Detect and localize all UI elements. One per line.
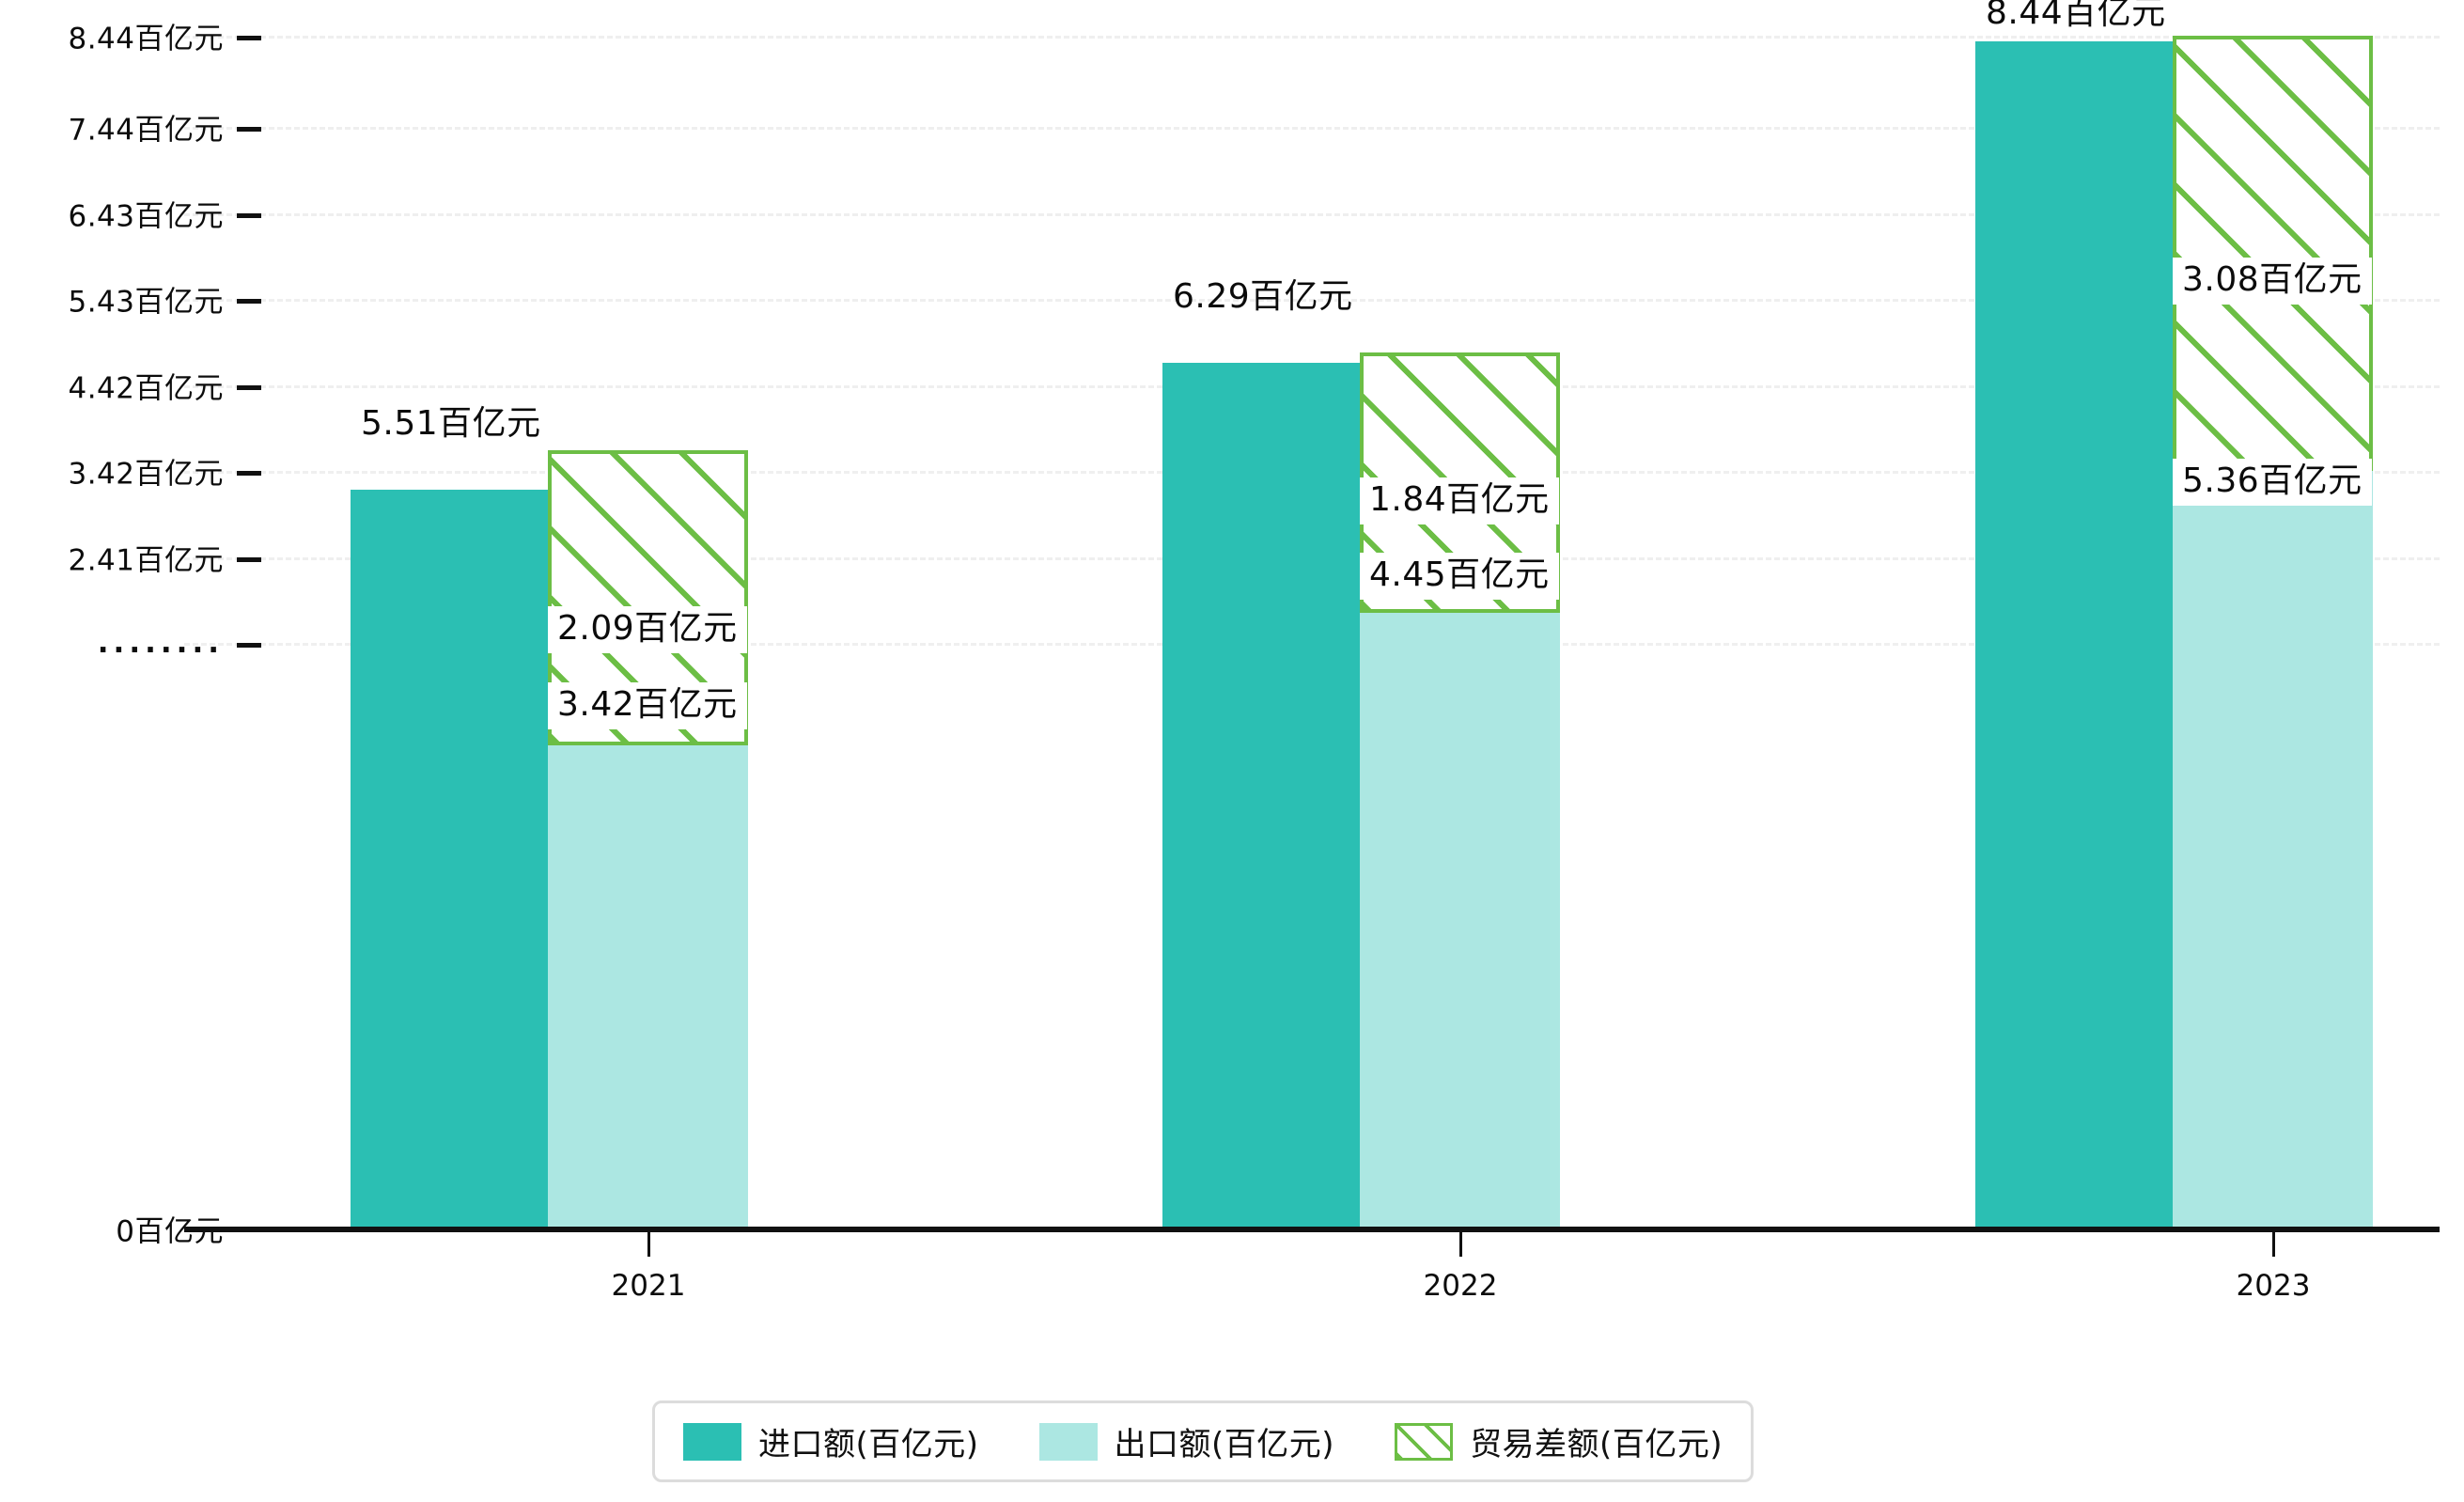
ytick-dash-1-41 [237, 643, 261, 648]
value-label-export-2022: 4.45百亿元 [1360, 553, 1559, 600]
gridline-6-43 [184, 213, 2440, 216]
ytick-dash-3-42 [237, 471, 261, 476]
ytick-dash-4-42 [237, 385, 261, 390]
ytick-label-2-41: 2.41百亿元 [68, 543, 224, 578]
xtick-mark-2022 [1459, 1232, 1462, 1257]
value-label-trade-diff-2023: 3.08百亿元 [2173, 258, 2372, 305]
ytick-dash-6-43 [237, 213, 261, 218]
ytick-label-ellipsis: ........ [97, 626, 224, 660]
bar-import-2022-fill[interactable] [1162, 363, 1360, 1228]
legend-label-export: 出口额(百亿元) [1114, 1426, 1335, 1463]
ytick-label-4-42: 4.42百亿元 [68, 371, 224, 406]
ytick-label-7-44: 7.44百亿元 [68, 113, 224, 148]
bar-export-2021[interactable] [548, 745, 748, 1228]
trade-diff-swatch-icon [1395, 1422, 1454, 1461]
xtick-label-2021: 2021 [611, 1269, 686, 1303]
x-axis-line [184, 1227, 2440, 1232]
value-label-import-2022: 6.29百亿元 [1173, 277, 1353, 316]
value-label-trade-diff-2022: 1.84百亿元 [1360, 477, 1559, 524]
ytick-dash-7-44 [237, 127, 261, 132]
bar-export-2023[interactable] [2173, 471, 2373, 1228]
xtick-label-2023: 2023 [2236, 1269, 2311, 1303]
ytick-label-5-43: 5.43百亿元 [68, 285, 224, 320]
xtick-mark-2023 [2272, 1232, 2275, 1257]
ytick-label-8-44: 8.44百亿元 [68, 22, 224, 56]
ytick-dash-2-41 [237, 557, 261, 562]
value-label-trade-diff-2021: 2.09百亿元 [548, 606, 747, 653]
legend-label-trade-diff: 贸易差额(百亿元) [1470, 1426, 1723, 1463]
ytick-label-6-43: 6.43百亿元 [68, 199, 224, 234]
value-label-export-2021: 3.42百亿元 [548, 682, 747, 729]
ytick-label-3-42: 3.42百亿元 [68, 457, 224, 492]
bar-import-2023[interactable] [1975, 41, 2173, 1228]
legend-item-import[interactable]: 进口额(百亿元) [683, 1418, 979, 1464]
legend-label-import: 进口额(百亿元) [758, 1426, 979, 1463]
value-label-import-2023: 8.44百亿元 [1986, 0, 2166, 32]
bar-export-2022[interactable] [1360, 613, 1560, 1228]
export-swatch-icon [1038, 1422, 1098, 1461]
gridline-7-44 [184, 127, 2440, 130]
value-label-import-2021: 5.51百亿元 [361, 404, 541, 443]
bar-import-2021[interactable] [351, 490, 548, 1228]
xtick-label-2022: 2022 [1423, 1269, 1498, 1303]
ytick-dash-8-44 [237, 36, 261, 40]
ytick-dash-5-43 [237, 299, 261, 304]
xtick-mark-2021 [647, 1232, 650, 1257]
gridline-5-43 [184, 299, 2440, 302]
chart-legend: 进口额(百亿元) 出口额(百亿元) 贸易差额(百亿元) [652, 1400, 1754, 1482]
value-label-export-2023: 5.36百亿元 [2173, 459, 2372, 506]
legend-item-export[interactable]: 出口额(百亿元) [1038, 1418, 1335, 1464]
legend-item-trade-diff[interactable]: 贸易差额(百亿元) [1395, 1418, 1723, 1464]
import-swatch-icon [683, 1422, 741, 1461]
gridline-8-44 [184, 36, 2440, 39]
bar-trade-diff-2023[interactable] [2173, 36, 2373, 471]
